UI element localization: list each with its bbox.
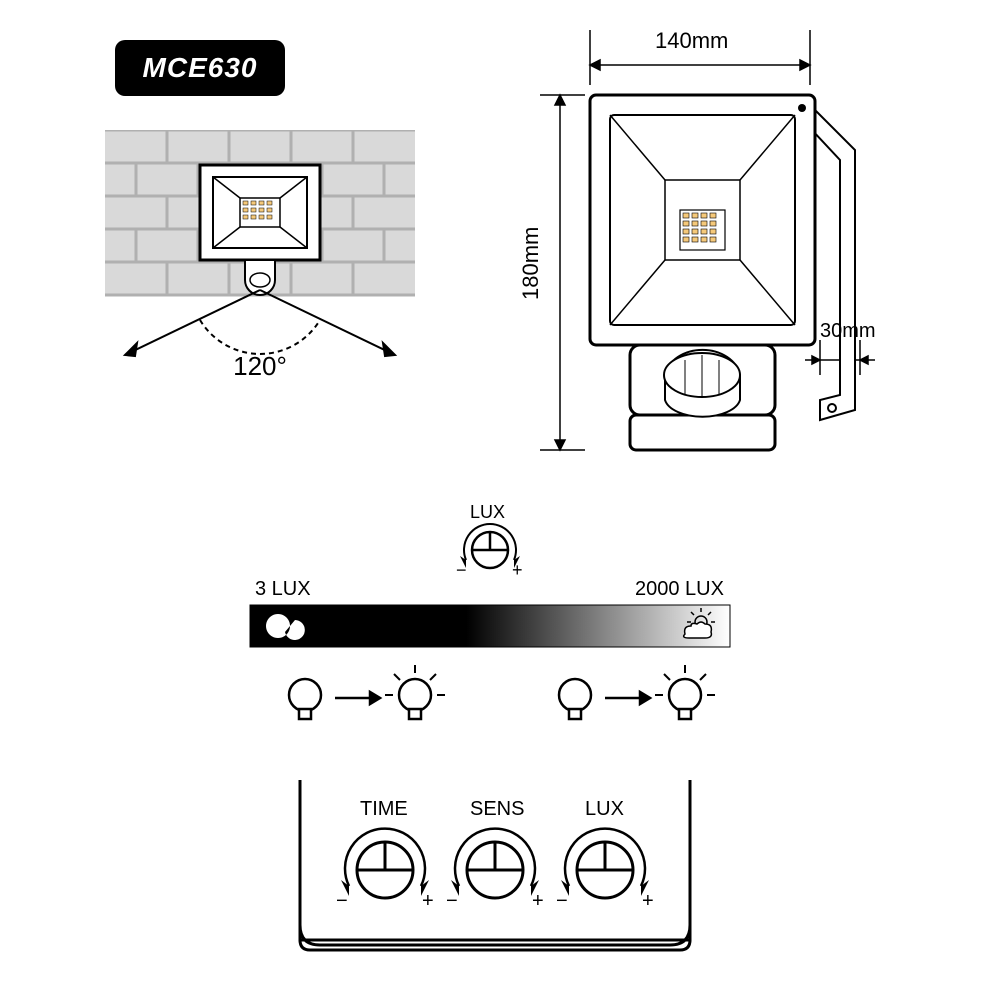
- time-label: TIME: [360, 798, 408, 821]
- width-label: 140mm: [655, 28, 728, 54]
- sens-plus: +: [532, 890, 544, 913]
- lux-low-label: 3 LUX: [255, 578, 311, 601]
- lux-minus2: −: [556, 890, 568, 913]
- lux-dial-plus: +: [512, 560, 523, 581]
- sens-label: SENS: [470, 798, 524, 821]
- wall-mount-diagram: 120°: [105, 130, 415, 410]
- height-label: 180mm: [518, 227, 544, 300]
- lux-dial-minus: −: [456, 560, 467, 581]
- lux-label: LUX: [585, 798, 624, 821]
- sens-minus: −: [446, 890, 458, 913]
- lux-panel: LUX − + 3 LUX 2000 LUX: [200, 520, 780, 740]
- lux-high-label: 2000 LUX: [635, 578, 724, 601]
- model-badge: MCE630: [115, 40, 285, 96]
- time-plus: +: [422, 890, 434, 913]
- depth-label: 30mm: [820, 320, 876, 343]
- product-dimensions-diagram: 140mm 180mm 30mm: [500, 20, 920, 500]
- controls-panel: TIME SENS LUX − + − + − +: [270, 770, 720, 960]
- lux-dial-label: LUX: [470, 502, 505, 523]
- model-label: MCE630: [143, 52, 258, 84]
- time-minus: −: [336, 890, 348, 913]
- lux-plus2: +: [642, 890, 654, 913]
- detection-angle-text: 120°: [233, 351, 287, 381]
